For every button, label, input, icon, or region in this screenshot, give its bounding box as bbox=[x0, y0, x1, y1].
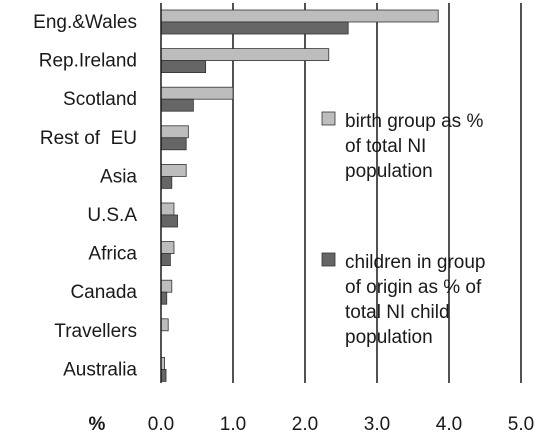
category-label: Rest of EU bbox=[40, 128, 137, 149]
category-label: Canada bbox=[70, 282, 137, 303]
category-label: Eng.&Wales bbox=[33, 12, 137, 33]
bar-birth-group bbox=[160, 241, 175, 255]
bar-birth-group bbox=[160, 202, 175, 216]
bar-children-group bbox=[160, 175, 173, 189]
legend-line: total NI child bbox=[345, 302, 450, 323]
bar-children-group bbox=[160, 60, 207, 73]
legend-entry: birth group as % of total NI population bbox=[345, 111, 483, 182]
x-tick-label: 5.0 bbox=[508, 414, 534, 435]
legend-line: of total NI bbox=[345, 136, 426, 157]
bar-children-group bbox=[160, 21, 349, 35]
bar-children-group bbox=[160, 253, 171, 267]
x-tick-label: 4.0 bbox=[436, 414, 462, 435]
category-label: U.S.A bbox=[87, 205, 137, 226]
legend-entry: children in group of origin as % of total … bbox=[345, 252, 485, 348]
bar-children-group bbox=[160, 137, 187, 151]
bar-children-group bbox=[160, 98, 194, 112]
bar-birth-group bbox=[160, 125, 189, 139]
x-tick-label: 2.0 bbox=[292, 414, 318, 435]
x-unit-label: % bbox=[89, 414, 106, 435]
bars bbox=[160, 9, 439, 382]
legend-line: children in group bbox=[345, 252, 485, 273]
legend-line: of origin as % of bbox=[345, 277, 482, 298]
legend-swatch bbox=[321, 252, 336, 267]
bar-birth-group bbox=[160, 163, 187, 177]
category-label: Australia bbox=[63, 359, 137, 380]
bar-birth-group bbox=[160, 86, 234, 100]
x-tick-label: 1.0 bbox=[220, 414, 246, 435]
category-label: Asia bbox=[100, 166, 137, 187]
bar-children-group bbox=[160, 214, 178, 228]
category-label: Scotland bbox=[63, 89, 137, 110]
category-labels: Eng.&Wales Rep.Ireland Scotland Rest of EU A… bbox=[33, 12, 137, 380]
bar-birth-group bbox=[160, 279, 173, 293]
bar-birth-group bbox=[160, 318, 169, 332]
legend-line: birth group as % bbox=[345, 111, 483, 132]
bar-birth-group bbox=[160, 9, 439, 23]
category-label: Africa bbox=[88, 244, 137, 265]
gridlines bbox=[232, 3, 522, 383]
legend: birth group as % of total NI populationchi… bbox=[321, 111, 485, 348]
legend-swatch bbox=[321, 111, 336, 126]
x-tick-label: 0.0 bbox=[148, 414, 174, 435]
bar-children-group bbox=[160, 291, 168, 305]
x-tick-labels: 0.0 1.0 2.0 3.0 4.0 5.0 bbox=[148, 414, 534, 435]
bar-birth-group bbox=[160, 48, 330, 61]
category-label: Travellers bbox=[54, 321, 137, 342]
x-tick-label: 3.0 bbox=[364, 414, 390, 435]
legend-line: population bbox=[345, 161, 433, 182]
category-label: Rep.Ireland bbox=[39, 51, 137, 72]
legend-line: population bbox=[345, 327, 433, 348]
bar-children-group bbox=[160, 368, 167, 382]
